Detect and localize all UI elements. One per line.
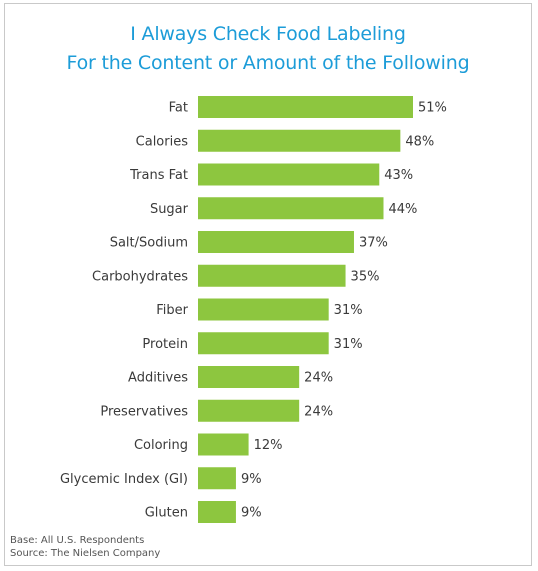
value-label: 31% [334, 303, 363, 318]
chart-title-line-1: I Always Check Food Labeling [130, 23, 406, 45]
value-label: 43% [384, 168, 413, 183]
category-label: Gluten [145, 506, 188, 521]
bar-salt-sodium [198, 231, 354, 253]
bar-calories [198, 129, 401, 152]
bar-fiber [198, 298, 329, 321]
bar-carbohydrates [198, 264, 346, 287]
bar-protein [198, 332, 329, 355]
category-label: Salt/Sodium [110, 236, 188, 251]
value-label: 31% [334, 337, 363, 352]
value-label: 9% [241, 472, 262, 487]
category-label: Fat [169, 101, 188, 116]
category-label: Trans Fat [129, 168, 188, 183]
category-label: Glycemic Index (GI) [60, 472, 188, 487]
bar-fat [198, 96, 413, 118]
bar-glycemic-index-gi [198, 467, 236, 490]
bar-trans-fat [198, 163, 380, 186]
category-label: Calories [136, 134, 189, 149]
bar-sugar [198, 197, 384, 220]
category-label: Preservatives [100, 404, 188, 419]
bar-gluten [198, 501, 236, 523]
category-label: Fiber [156, 303, 188, 318]
value-label: 9% [241, 506, 262, 521]
value-label: 12% [254, 438, 283, 453]
chart-title-line-2: For the Content or Amount of the Followi… [66, 52, 470, 74]
footer-base: Base: All U.S. Respondents [10, 535, 145, 546]
value-label: 35% [351, 269, 380, 284]
bar-additives [198, 366, 300, 388]
category-label: Carbohydrates [92, 269, 188, 284]
value-label: 24% [304, 404, 333, 419]
category-label: Coloring [134, 438, 188, 453]
bar-coloring [198, 433, 249, 456]
value-label: 44% [388, 202, 417, 217]
value-label: 24% [304, 371, 333, 386]
category-label: Additives [128, 371, 188, 386]
value-label: 51% [418, 101, 447, 116]
value-label: 37% [359, 236, 388, 251]
footer-source: Source: The Nielsen Company [10, 548, 161, 559]
category-label: Protein [142, 337, 188, 352]
value-label: 48% [405, 134, 434, 149]
bar-preservatives [198, 399, 300, 422]
category-label: Sugar [150, 202, 189, 217]
